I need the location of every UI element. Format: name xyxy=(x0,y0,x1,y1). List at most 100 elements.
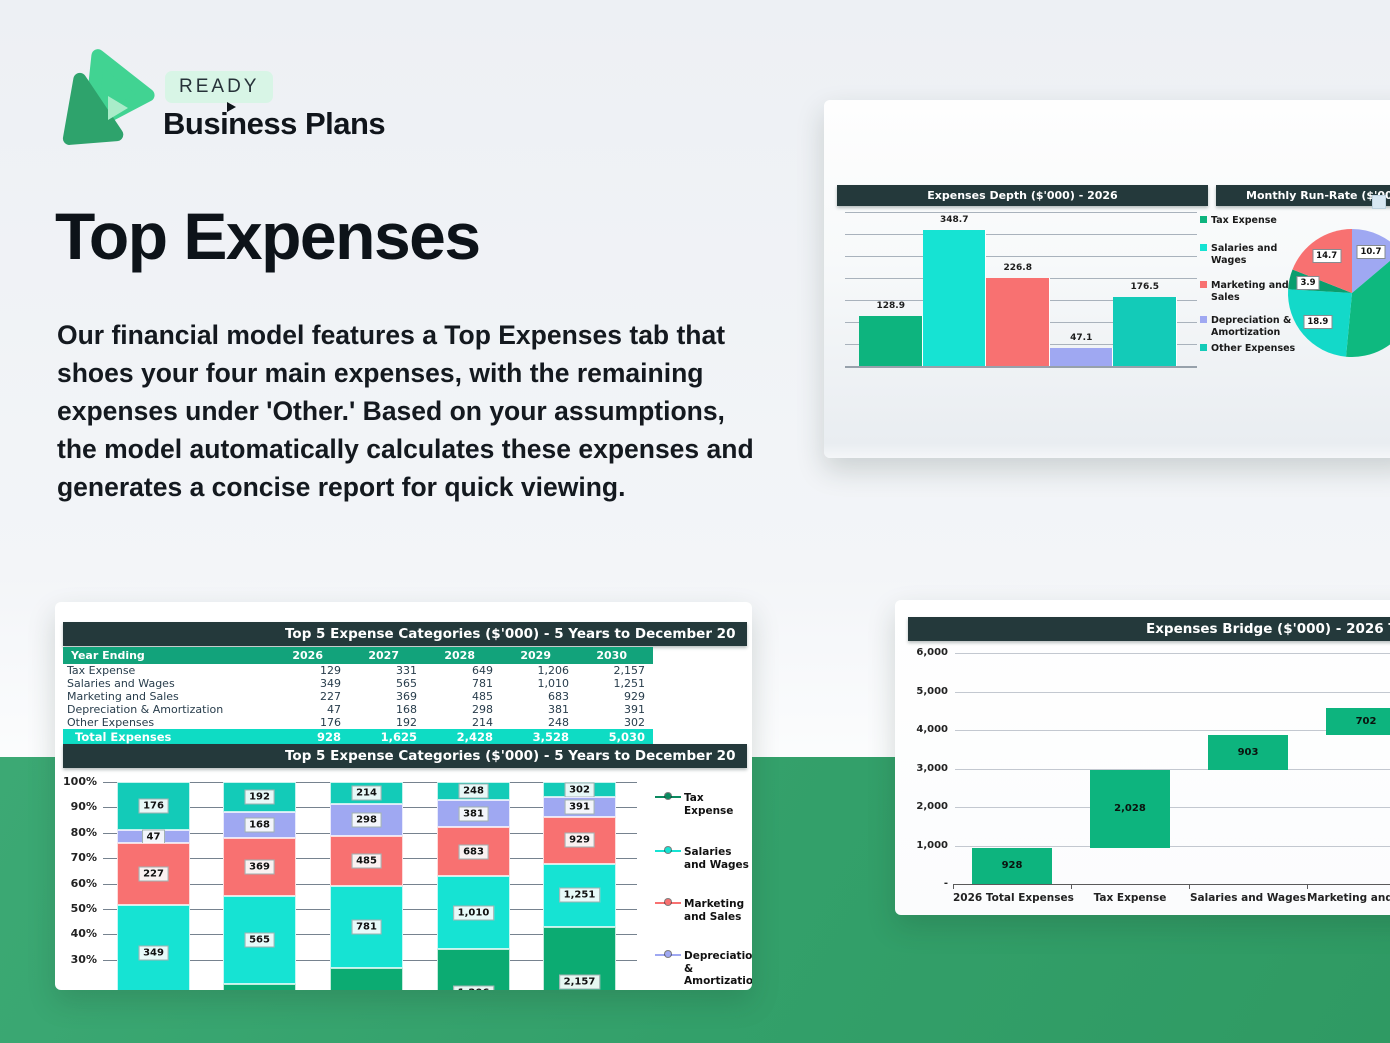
segment-value-label: 369 xyxy=(244,859,275,875)
pie-chart-monthly-run-rate: 10.7 18.9 3.9 14.7 xyxy=(1264,214,1390,384)
table-cell: 47 xyxy=(327,703,341,716)
logo-triangle-dark xyxy=(62,72,124,145)
legend-item: Depreciation & Amortization xyxy=(1200,315,1310,339)
chart-title-expenses-bridge: Expenses Bridge ($'000) - 2026 Total Exp… xyxy=(908,617,1390,641)
gridline xyxy=(955,768,1390,770)
table-cell: 683 xyxy=(548,690,569,703)
table-cell: 2,428 xyxy=(425,729,501,745)
segment-value-label: 168 xyxy=(244,817,275,833)
x-category-label: Salaries and Wages xyxy=(1189,892,1307,904)
legend-swatch xyxy=(1200,280,1207,288)
axis-tick xyxy=(953,884,954,889)
pie-svg xyxy=(1287,229,1390,357)
brand-header: READY Business Plans xyxy=(58,44,488,169)
table-row: Tax Expense 129 331 649 1,206 2,157 xyxy=(63,664,653,677)
waterfall-bar xyxy=(1326,708,1390,736)
screenshot-card-bridge: Expenses Bridge ($'000) - 2026 Total Exp… xyxy=(895,600,1390,915)
chart-title-text: Monthly Run-Rate ($'000) - xyxy=(1246,189,1390,202)
legend-swatch xyxy=(1200,243,1207,251)
table-cell: 1,010 xyxy=(537,677,570,690)
legend-swatch xyxy=(1200,216,1207,223)
table-total-row: Total Expenses 928 1,625 2,428 3,528 5,030 xyxy=(63,729,653,745)
chart-title-top5-stacked: Top 5 Expense Categories ($'000) - 5 Yea… xyxy=(63,744,747,768)
segment-value-label: 929 xyxy=(564,832,595,848)
pie-value-label: 14.7 xyxy=(1312,248,1342,263)
table-cell: Depreciation & Amortization xyxy=(67,703,224,716)
y-tick-label: 70% xyxy=(70,851,97,865)
table-cell: 649 xyxy=(472,664,493,677)
segment-value-label: 227 xyxy=(138,866,169,882)
table-cell: 248 xyxy=(548,716,569,729)
gridline xyxy=(955,807,1390,808)
table-cell: 302 xyxy=(624,716,645,729)
table-row: Other Expenses 176 192 214 248 302 xyxy=(63,716,653,729)
legend-swatch xyxy=(1200,344,1207,352)
legend-item: Salaries and Wages xyxy=(1200,243,1310,267)
y-tick-label: 1,000 xyxy=(916,839,948,851)
legend-label: Tax Expense xyxy=(684,792,734,817)
legend-item: Other Expenses xyxy=(1200,343,1310,355)
table-cell: Salaries and Wages xyxy=(67,677,175,690)
segment-value-label: 2,157 xyxy=(558,974,601,990)
table-cell: 1,625 xyxy=(349,729,425,745)
table-cell: 168 xyxy=(396,703,417,716)
table-row: Marketing and Sales 227 369 485 683 929 xyxy=(63,690,653,703)
y-tick-label: - xyxy=(943,878,948,889)
column-header: 2026 xyxy=(273,647,349,664)
stacked-bar-chart-top5: 100%90%80%70%60%50%40%30%176472273491291… xyxy=(55,770,752,990)
waterfall-bar xyxy=(972,848,1052,884)
pie-slice xyxy=(1346,260,1390,357)
segment-value-label: 391 xyxy=(564,799,595,815)
column-header: Year Ending xyxy=(63,647,273,664)
column-header: 2027 xyxy=(349,647,425,664)
bar-value-label: 2,028 xyxy=(1114,803,1146,815)
table-title-top5: Top 5 Expense Categories ($'000) - 5 Yea… xyxy=(63,622,747,646)
legend-label: Other Expenses xyxy=(1211,343,1296,355)
bar-value-label: 128.9 xyxy=(876,300,905,311)
page-title: Top Expenses xyxy=(55,199,481,273)
chart-title-monthly-run-rate: Monthly Run-Rate ($'000) - xyxy=(1216,185,1390,206)
table-cell: Tax Expense xyxy=(67,664,136,677)
legend-item: Salaries and Wages xyxy=(655,846,751,871)
table-cell: 391 xyxy=(624,703,645,716)
legend-marker xyxy=(655,792,681,802)
y-tick-label: 6,000 xyxy=(916,647,948,658)
table-cell: 565 xyxy=(396,677,417,690)
segment-value-label: 565 xyxy=(244,932,275,948)
table-cell: 349 xyxy=(320,677,341,690)
stack-segment-tax-expense xyxy=(223,984,296,990)
table-cell: 928 xyxy=(273,729,349,745)
x-axis xyxy=(845,366,1197,368)
bar-salaries-and-wages xyxy=(922,230,986,366)
column-header: 2029 xyxy=(501,647,577,664)
chart-title-text: Expenses Bridge ($'000) - 2026 Total Exp… xyxy=(1146,621,1390,637)
expense-table: Year Ending 2026 2027 2028 2029 2030 Tax Expen… xyxy=(63,647,653,745)
gridline xyxy=(955,653,1390,654)
segment-value-label: 781 xyxy=(351,919,382,935)
gridline xyxy=(955,845,1390,847)
table-cell: Other Expenses xyxy=(67,716,155,729)
segment-value-label: 683 xyxy=(458,844,489,860)
chart-title-text: Top 5 Expense Categories ($'000) - 5 Yea… xyxy=(285,748,736,764)
x-category-label: Tax Expense xyxy=(1093,892,1167,904)
chart-legend: Tax Expense Salaries and Wages Marketing a… xyxy=(1200,215,1310,355)
logo-triangle-pale xyxy=(108,96,128,120)
bar-chart-expenses-depth: 128.9 348.7 226.8 47.1 176.5 xyxy=(845,212,1197,368)
segment-value-label: 176 xyxy=(138,798,169,814)
segment-value-label: 192 xyxy=(244,789,275,805)
segment-value-label: 47 xyxy=(141,829,166,845)
pie-value-label: 18.9 xyxy=(1303,315,1333,330)
legend-item: Depreciation & Amortization xyxy=(655,950,752,988)
table-cell: 2,157 xyxy=(613,664,646,677)
stack-segment-tax-expense xyxy=(330,968,403,990)
axis-tick xyxy=(1189,884,1190,889)
chart-title-text: Expenses Depth ($'000) - 2026 xyxy=(927,189,1118,202)
table-cell: 129 xyxy=(320,664,341,677)
table-cell: 331 xyxy=(396,664,417,677)
table-cell: 369 xyxy=(396,690,417,703)
table-cell: 214 xyxy=(472,716,493,729)
x-axis xyxy=(953,884,1390,885)
bar-depreciation-amortization xyxy=(1049,347,1113,366)
bar-value-label: 348.7 xyxy=(940,215,969,226)
